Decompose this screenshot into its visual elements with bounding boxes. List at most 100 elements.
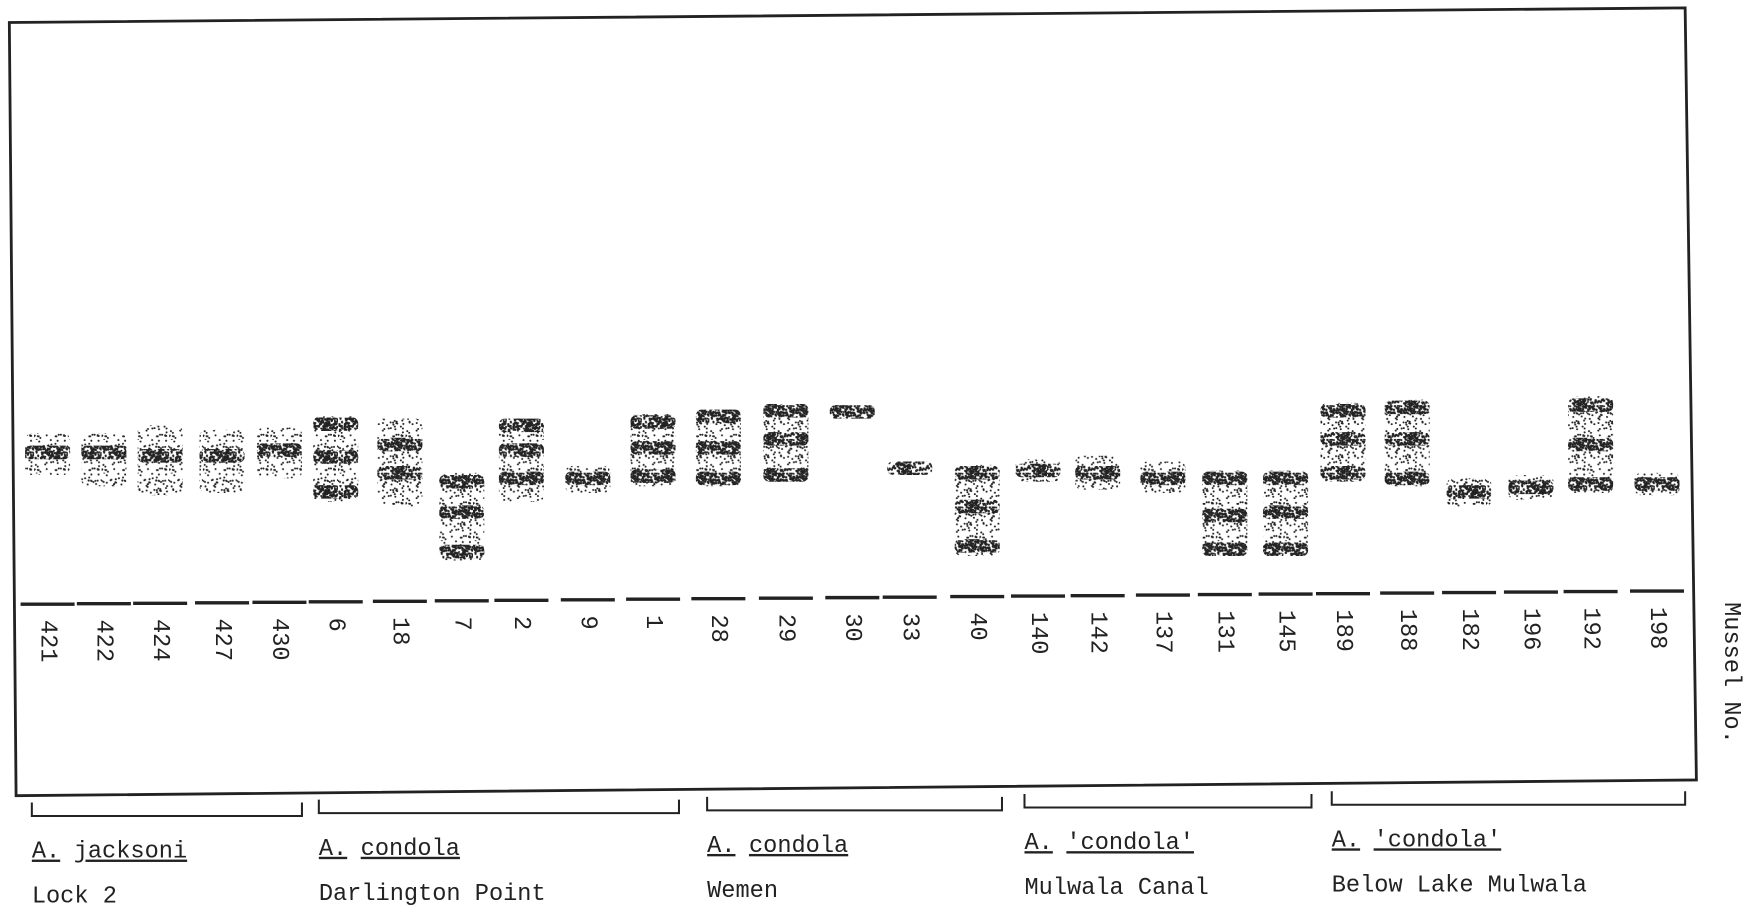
genus: A. bbox=[32, 839, 60, 866]
band bbox=[499, 443, 544, 457]
species: 'condola' bbox=[1374, 827, 1502, 854]
band bbox=[887, 461, 932, 475]
gel-diagram: Mussel No. 42142242442743061872912829303… bbox=[0, 0, 1762, 915]
lane-label: 424 bbox=[146, 619, 173, 662]
band bbox=[1385, 432, 1430, 446]
band bbox=[955, 466, 1000, 480]
band-smear bbox=[377, 419, 422, 507]
band bbox=[439, 545, 484, 559]
species-label: A. condola bbox=[707, 833, 848, 860]
band bbox=[257, 443, 302, 457]
band bbox=[565, 472, 610, 486]
lane-label: 2 bbox=[507, 616, 534, 630]
band bbox=[763, 404, 808, 418]
band bbox=[696, 441, 741, 455]
band bbox=[1320, 466, 1365, 480]
group-bracket bbox=[707, 797, 1002, 811]
band bbox=[763, 468, 808, 482]
band bbox=[631, 469, 676, 483]
band bbox=[377, 438, 422, 452]
band bbox=[200, 449, 245, 463]
genus: A. bbox=[1332, 827, 1360, 854]
band bbox=[1202, 542, 1247, 556]
band bbox=[1140, 472, 1185, 486]
band bbox=[138, 449, 183, 463]
lane-label: 192 bbox=[1576, 607, 1603, 650]
band bbox=[696, 410, 741, 424]
band bbox=[313, 485, 358, 499]
band bbox=[1202, 509, 1247, 523]
lane-label: 29 bbox=[772, 614, 799, 642]
lane-label: 18 bbox=[386, 617, 413, 645]
lane-label: 137 bbox=[1149, 611, 1176, 654]
lane-label: 182 bbox=[1455, 608, 1482, 651]
lane-label: 198 bbox=[1643, 607, 1670, 650]
species: condola bbox=[749, 833, 848, 860]
species-label: A. 'condola' bbox=[1332, 827, 1501, 854]
band bbox=[1320, 432, 1365, 446]
lane-label: 6 bbox=[321, 618, 348, 632]
lane-label: 131 bbox=[1211, 610, 1238, 653]
genus: A. bbox=[707, 833, 735, 860]
lane-label: 189 bbox=[1329, 609, 1356, 652]
lane-label: 430 bbox=[265, 618, 292, 661]
band bbox=[1075, 466, 1120, 480]
band bbox=[1568, 398, 1613, 412]
group-bracket bbox=[319, 800, 679, 814]
genus: A. bbox=[319, 836, 347, 863]
location-label: Wemen bbox=[707, 878, 778, 905]
band bbox=[1263, 472, 1308, 486]
group-bracket bbox=[1024, 794, 1311, 808]
band bbox=[631, 415, 676, 429]
group-bracket bbox=[1332, 791, 1685, 805]
band bbox=[377, 466, 422, 480]
band bbox=[1263, 542, 1308, 556]
location-label: Darlington Point bbox=[319, 881, 546, 908]
band bbox=[439, 475, 484, 489]
band bbox=[313, 418, 358, 432]
species: 'condola' bbox=[1066, 830, 1194, 857]
species-label: A.condola bbox=[319, 836, 460, 863]
band bbox=[439, 505, 484, 519]
band bbox=[830, 405, 875, 419]
axis-label: Mussel No. bbox=[1717, 602, 1744, 744]
band bbox=[25, 446, 70, 460]
band bbox=[1508, 481, 1553, 495]
band bbox=[499, 419, 544, 433]
band bbox=[1447, 485, 1492, 499]
lane-label: 7 bbox=[448, 617, 475, 631]
genus: A. bbox=[1024, 830, 1052, 857]
lane-label: 188 bbox=[1393, 609, 1420, 652]
location-label: Mulwala Canal bbox=[1024, 875, 1208, 902]
group-bracket bbox=[32, 802, 302, 816]
band bbox=[81, 446, 126, 460]
lane-label: 196 bbox=[1517, 608, 1544, 651]
species: jacksoni bbox=[74, 839, 187, 866]
lane-label: 1 bbox=[639, 615, 666, 629]
lane-label: 421 bbox=[33, 620, 60, 663]
band bbox=[955, 500, 1000, 514]
band bbox=[313, 450, 358, 464]
lane-label: 422 bbox=[90, 619, 117, 662]
band bbox=[499, 472, 544, 486]
band-smear bbox=[81, 433, 126, 486]
lane-label: 40 bbox=[963, 612, 990, 640]
location-label: Below Lake Mulwala bbox=[1332, 872, 1587, 899]
gel-frame bbox=[9, 8, 1696, 796]
lane-label: 33 bbox=[895, 613, 922, 641]
lane-label: 9 bbox=[574, 616, 601, 630]
band bbox=[1263, 505, 1308, 519]
lane-label: 427 bbox=[208, 619, 235, 662]
band bbox=[763, 432, 808, 446]
lane-label: 30 bbox=[838, 613, 865, 641]
band bbox=[1320, 404, 1365, 418]
lane-label: 142 bbox=[1083, 611, 1110, 654]
band bbox=[631, 441, 676, 455]
band bbox=[1568, 477, 1613, 491]
lane-label: 140 bbox=[1024, 612, 1051, 655]
band bbox=[1202, 472, 1247, 486]
lane-label: 145 bbox=[1271, 610, 1298, 653]
location-label: Lock 2 bbox=[32, 884, 117, 911]
band bbox=[1015, 464, 1060, 478]
band bbox=[1634, 477, 1679, 491]
